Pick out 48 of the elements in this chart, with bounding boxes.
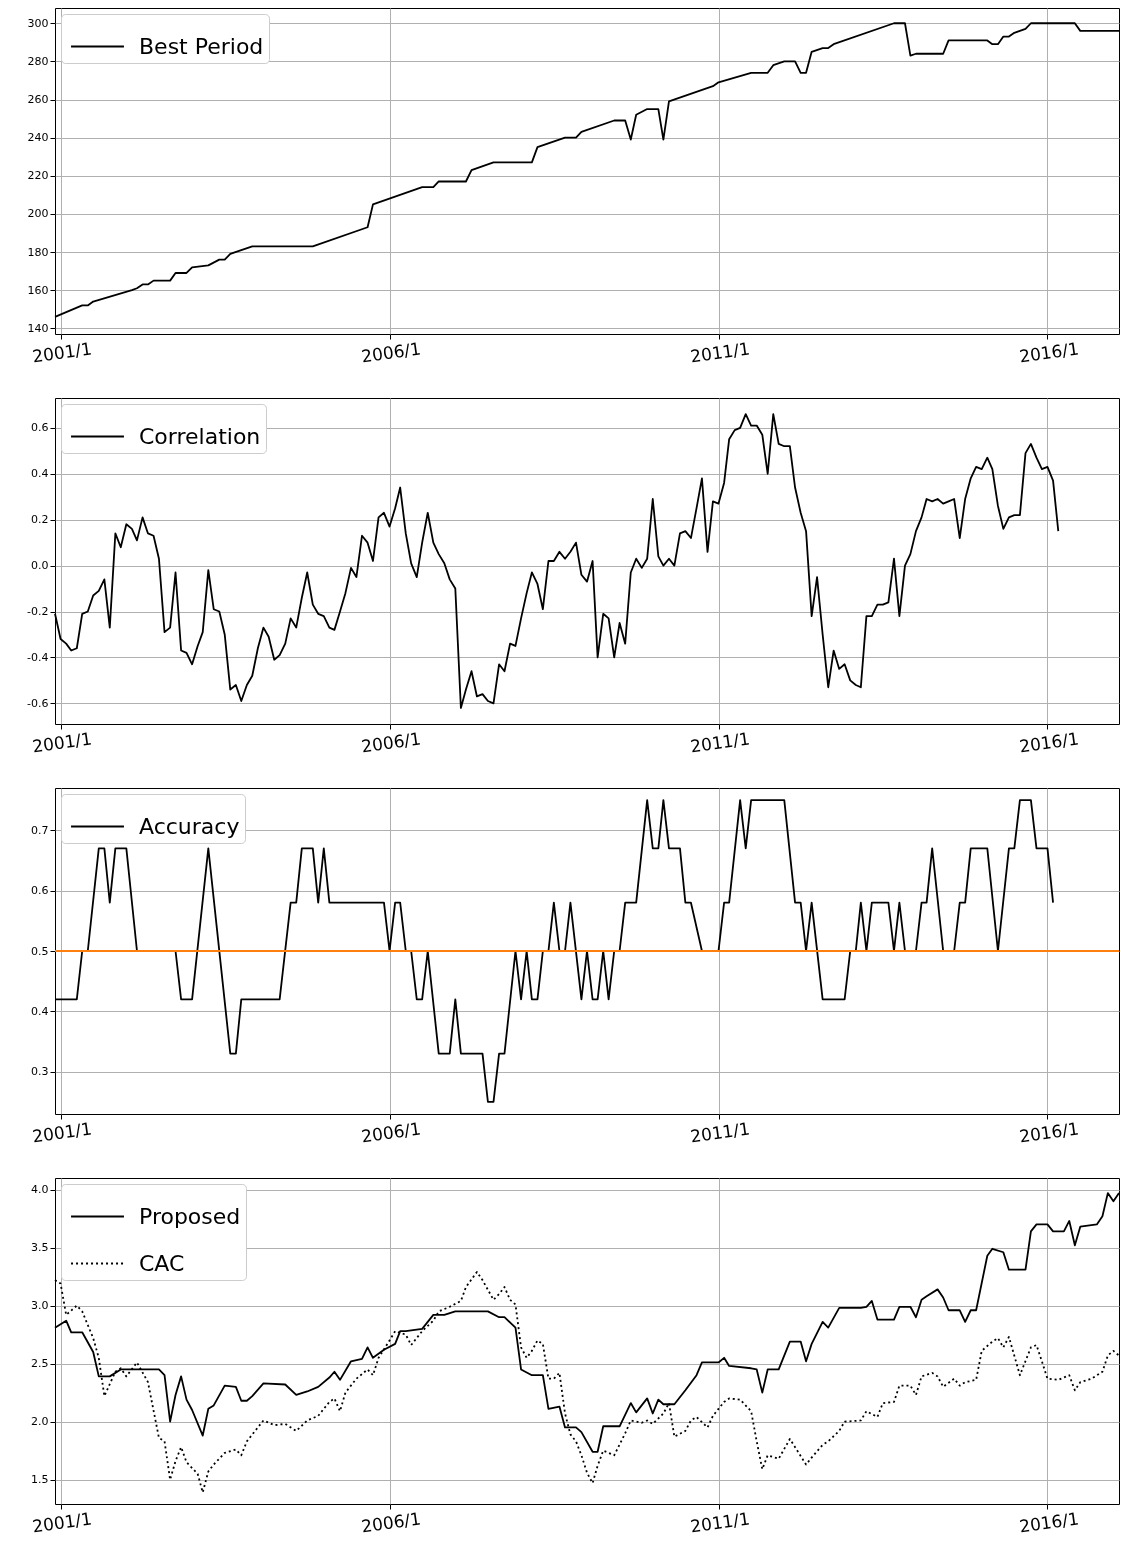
y-tick-label: 3.0 <box>31 1299 49 1313</box>
legend-label: Proposed <box>139 1203 241 1229</box>
y-tick-label: 0.6 <box>31 421 49 435</box>
y-tick-label: -0.2 <box>27 605 49 619</box>
y-tick-label: 260 <box>27 93 49 107</box>
y-tick-label: 0.4 <box>31 467 49 481</box>
x-tick-label: 2001/1 <box>31 1508 94 1537</box>
x-tick-label: 2011/1 <box>688 728 751 757</box>
y-tick-label: 240 <box>27 131 49 145</box>
y-tick-label: 2.5 <box>31 1357 49 1371</box>
x-tick-label: 2016/1 <box>1017 338 1080 367</box>
x-tick-label: 2011/1 <box>688 1118 751 1147</box>
y-tick-label: 4.0 <box>31 1183 49 1197</box>
y-tick-label: 200 <box>27 207 49 221</box>
y-tick-label: 300 <box>27 16 49 30</box>
y-tick-label: 220 <box>27 169 49 183</box>
x-tick-label: 2016/1 <box>1017 1508 1080 1537</box>
y-tick-label: 2.0 <box>31 1415 49 1429</box>
y-tick-label: 0.6 <box>31 884 49 898</box>
y-tick-label: -0.4 <box>27 650 49 664</box>
y-tick-label: 1.5 <box>31 1473 49 1487</box>
x-tick-label: 2006/1 <box>360 1508 423 1537</box>
x-tick-label: 2006/1 <box>360 728 423 757</box>
x-tick-label: 2016/1 <box>1017 1118 1080 1147</box>
legend-label: Best Period <box>139 33 264 59</box>
y-tick-label: 0.7 <box>31 823 49 837</box>
y-tick-label: 280 <box>27 54 49 68</box>
y-tick-label: -0.6 <box>27 696 49 710</box>
y-tick-label: 0.5 <box>31 944 49 958</box>
x-tick-label: 2001/1 <box>31 338 94 367</box>
y-tick-label: 140 <box>27 321 49 335</box>
y-tick-label: 180 <box>27 245 49 259</box>
x-tick-label: 2001/1 <box>31 1118 94 1147</box>
x-tick-label: 2011/1 <box>688 338 751 367</box>
legend-label: Accuracy <box>139 813 240 839</box>
y-tick-label: 3.5 <box>31 1241 49 1255</box>
x-tick-label: 2016/1 <box>1017 728 1080 757</box>
x-tick-label: 2006/1 <box>360 1118 423 1147</box>
y-tick-label: 0.0 <box>31 559 49 573</box>
y-tick-label: 0.2 <box>31 513 49 527</box>
legend-label: CAC <box>139 1250 185 1276</box>
x-tick-label: 2001/1 <box>31 728 94 757</box>
y-tick-label: 0.4 <box>31 1004 49 1018</box>
x-tick-label: 2006/1 <box>360 338 423 367</box>
y-tick-label: 160 <box>27 283 49 297</box>
x-tick-label: 2011/1 <box>688 1508 751 1537</box>
y-tick-label: 0.3 <box>31 1065 49 1079</box>
legend-label: Correlation <box>139 423 261 449</box>
